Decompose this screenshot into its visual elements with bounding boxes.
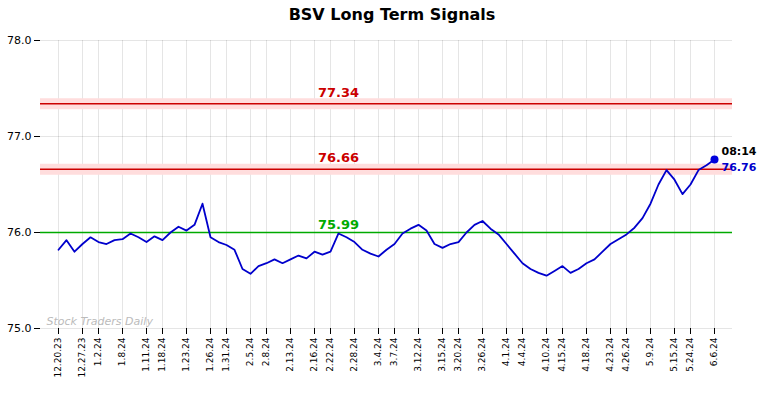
svg-text:4.23.24: 4.23.24 — [605, 337, 615, 372]
svg-text:1.31.24: 1.31.24 — [221, 337, 231, 372]
svg-text:5.9.24: 5.9.24 — [645, 337, 655, 366]
svg-text:1.11.24: 1.11.24 — [141, 337, 151, 372]
svg-text:77.34: 77.34 — [318, 85, 359, 100]
svg-text:76.66: 76.66 — [318, 150, 359, 165]
svg-text:1.18.24: 1.18.24 — [157, 337, 167, 372]
svg-text:6.6.24: 6.6.24 — [709, 337, 719, 366]
svg-text:3.4.24: 3.4.24 — [373, 337, 383, 366]
svg-text:08:14: 08:14 — [722, 145, 757, 158]
svg-text:77.0: 77.0 — [7, 130, 32, 143]
svg-text:2.8.24: 2.8.24 — [261, 337, 271, 366]
svg-text:4.15.24: 4.15.24 — [557, 337, 567, 372]
svg-text:3.12.24: 3.12.24 — [413, 337, 423, 372]
svg-text:2.5.24: 2.5.24 — [245, 337, 255, 366]
svg-text:12.20.23: 12.20.23 — [53, 338, 63, 378]
svg-text:75.0: 75.0 — [7, 322, 32, 335]
svg-text:4.18.24: 4.18.24 — [581, 337, 591, 372]
svg-text:12.27.23: 12.27.23 — [77, 338, 87, 378]
svg-text:1.8.24: 1.8.24 — [117, 337, 127, 366]
svg-text:4.26.24: 4.26.24 — [621, 337, 631, 372]
svg-text:2.13.24: 2.13.24 — [285, 337, 295, 372]
svg-text:3.7.24: 3.7.24 — [389, 337, 399, 366]
svg-text:1.23.24: 1.23.24 — [181, 337, 191, 372]
svg-text:4.10.24: 4.10.24 — [541, 337, 551, 372]
svg-text:2.28.24: 2.28.24 — [349, 337, 359, 372]
svg-text:Stock Traders Daily: Stock Traders Daily — [47, 315, 154, 328]
svg-text:75.99: 75.99 — [318, 217, 359, 232]
svg-text:4.1.24: 4.1.24 — [501, 337, 511, 366]
svg-text:76.76: 76.76 — [722, 161, 757, 174]
svg-text:2.16.24: 2.16.24 — [309, 337, 319, 372]
html-text:BSV Long Term Signals: BSV Long Term Signals — [288, 5, 496, 24]
svg-text:5.15.24: 5.15.24 — [669, 337, 679, 372]
svg-text:3.26.24: 3.26.24 — [477, 337, 487, 372]
svg-text:1.26.24: 1.26.24 — [205, 337, 215, 372]
svg-text:3.20.24: 3.20.24 — [453, 337, 463, 372]
svg-text:5.24.24: 5.24.24 — [685, 337, 695, 372]
svg-text:1.2.24: 1.2.24 — [93, 337, 103, 366]
svg-text:78.0: 78.0 — [7, 34, 32, 47]
svg-text:3.15.24: 3.15.24 — [437, 337, 447, 372]
svg-text:76.0: 76.0 — [7, 226, 32, 239]
svg-text:4.4.24: 4.4.24 — [517, 337, 527, 366]
svg-text:2.22.24: 2.22.24 — [325, 337, 335, 372]
